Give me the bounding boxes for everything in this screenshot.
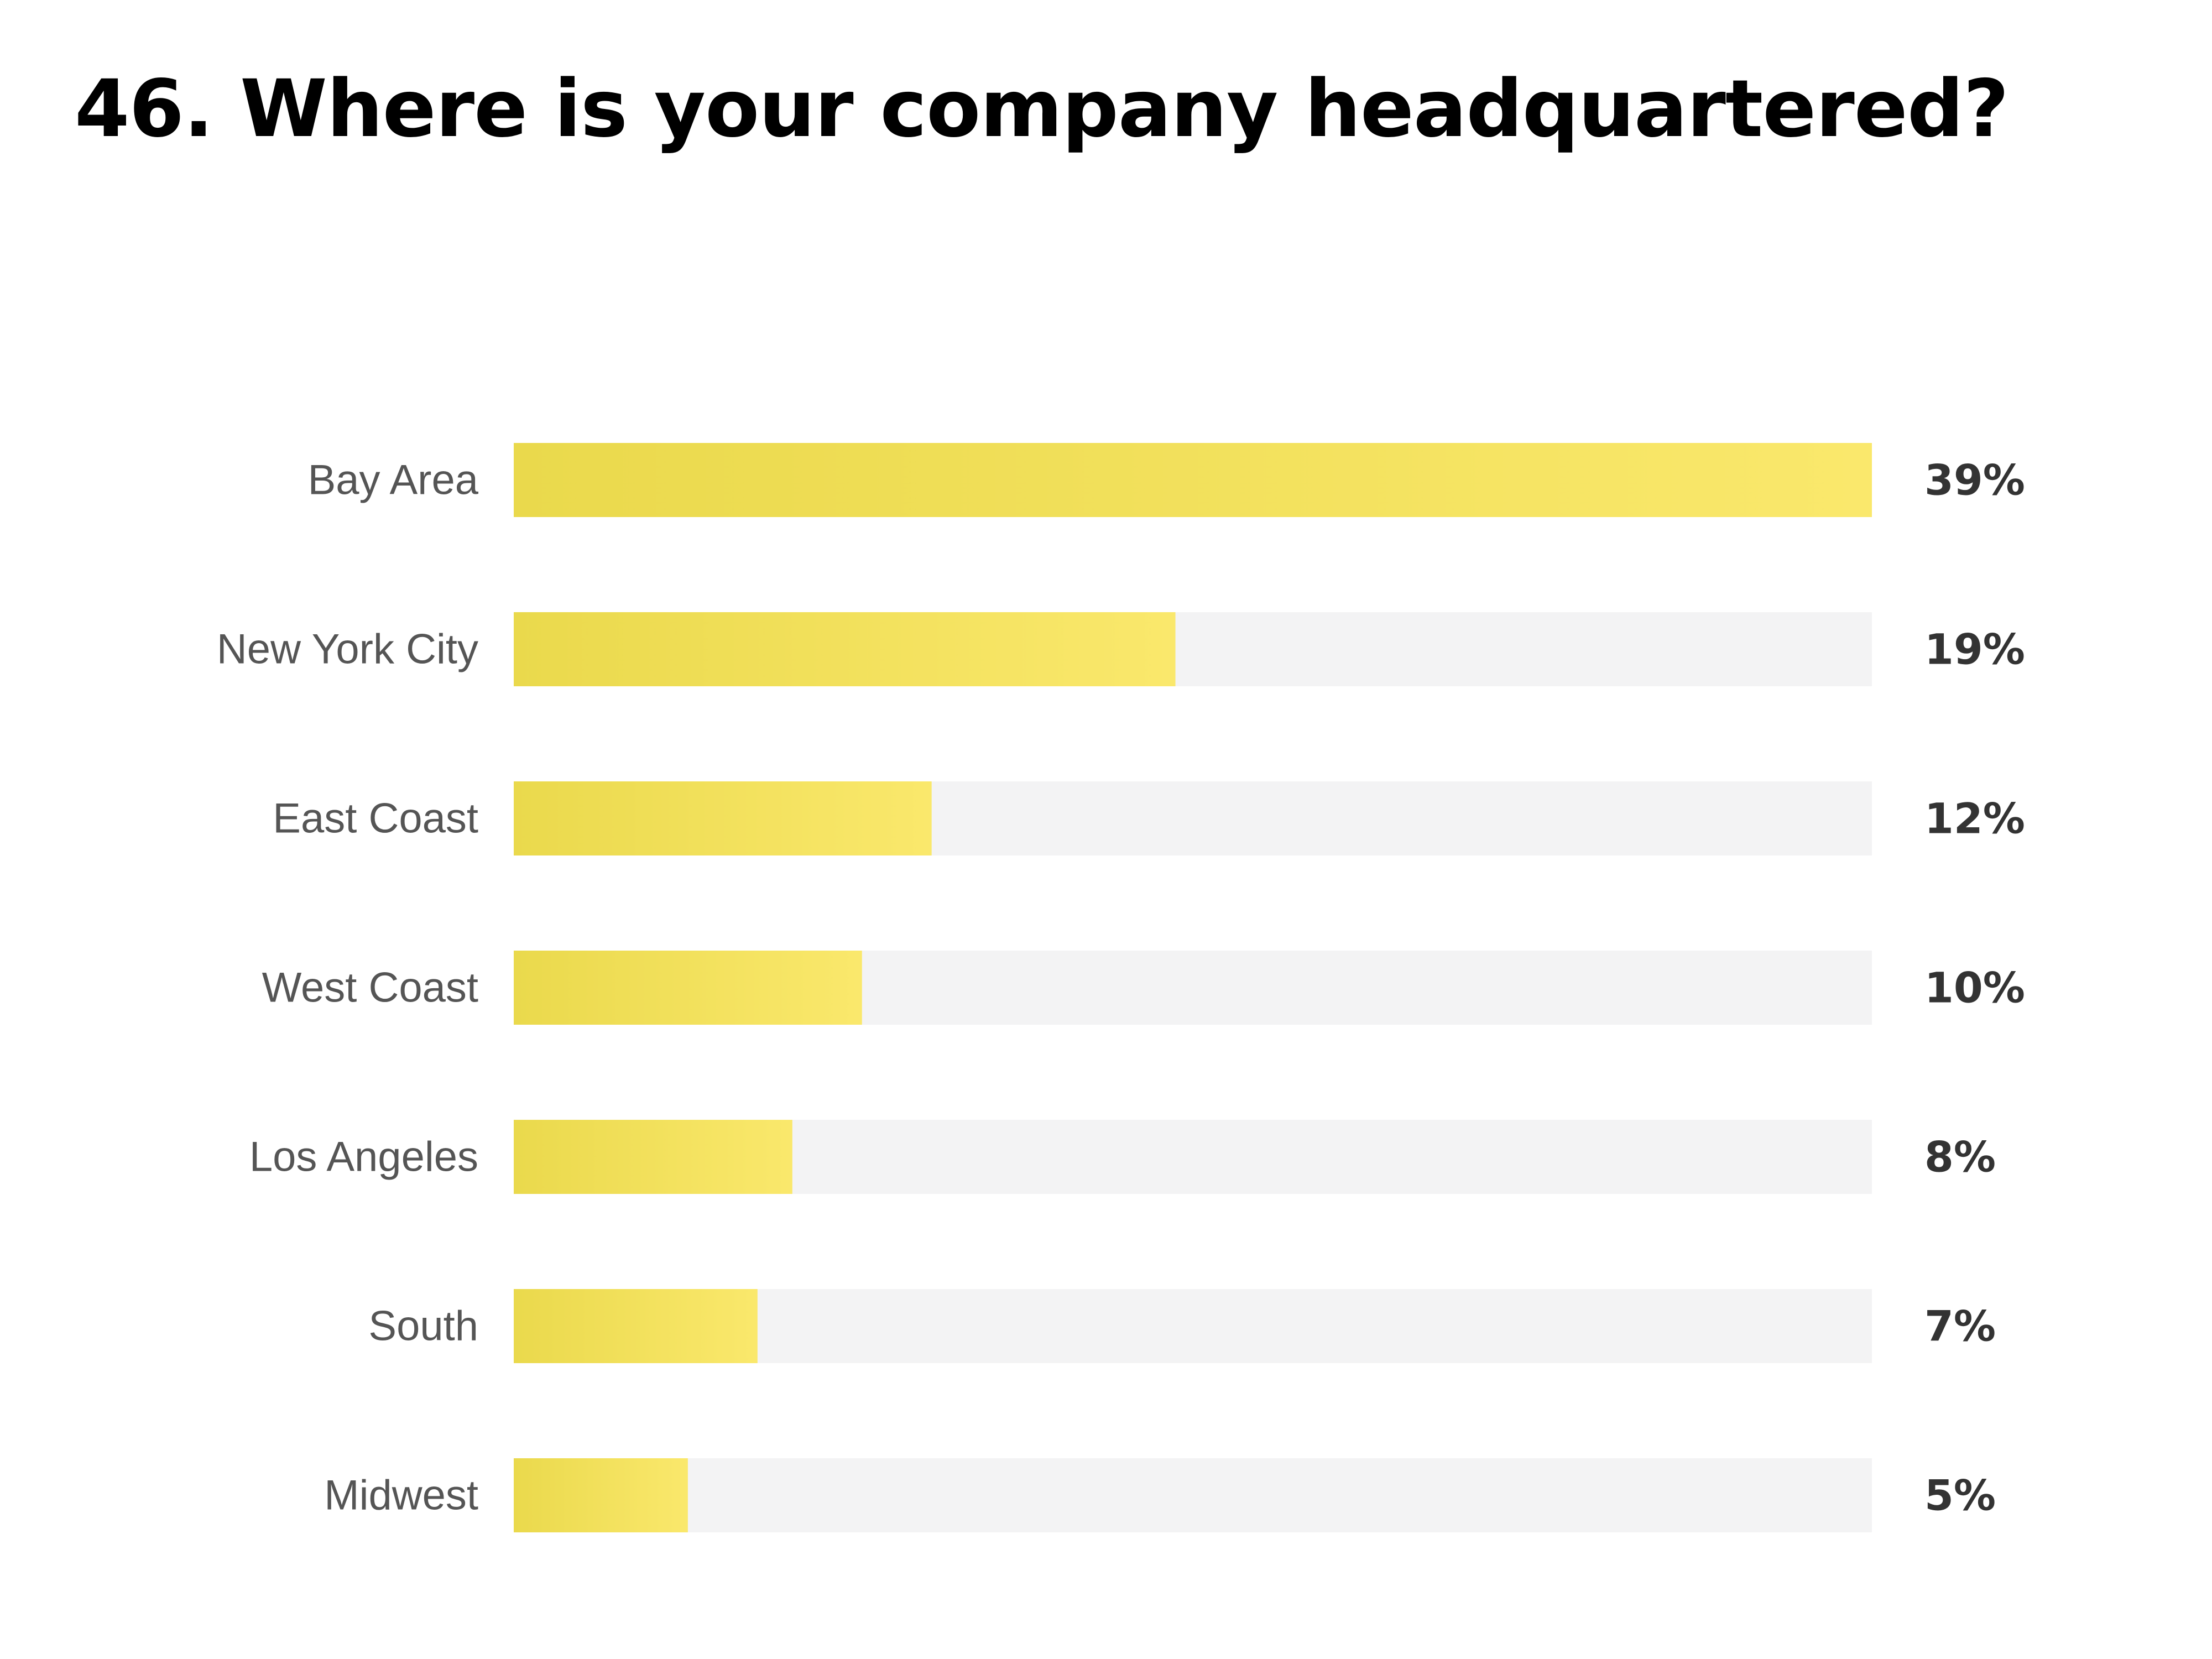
value-label: 12% [1924, 794, 2025, 843]
bar [514, 1289, 758, 1363]
category-label: New York City [217, 626, 478, 673]
bar-row-los-angeles: Los Angeles 8% [249, 1120, 1996, 1194]
value-label: 39% [1924, 456, 2025, 505]
category-label: Bay Area [308, 457, 479, 504]
bar [514, 443, 1872, 517]
value-label: 5% [1924, 1471, 1996, 1520]
bar-row-midwest: Midwest 5% [324, 1458, 1996, 1532]
bar [514, 781, 932, 855]
bar-row-new-york-city: New York City 19% [217, 612, 2025, 686]
bar [514, 1120, 792, 1194]
bar-rows: Bay Area 39% New York City 19% East Coast 12%… [217, 443, 2025, 1532]
bar-row-bay-area: Bay Area 39% [308, 443, 2025, 517]
bar-row-south: South 7% [368, 1289, 1996, 1363]
category-label: East Coast [273, 795, 478, 842]
value-label: 8% [1924, 1133, 1996, 1182]
bar-track [514, 1458, 1872, 1532]
bar [514, 951, 862, 1025]
chart-title: 46. Where is your company headquartered? [75, 62, 2009, 155]
category-label: Los Angeles [249, 1134, 478, 1181]
category-label: West Coast [262, 964, 478, 1011]
bar-row-east-coast: East Coast 12% [273, 781, 2025, 855]
category-label: Midwest [324, 1472, 478, 1519]
value-label: 10% [1924, 963, 2025, 1013]
bar-row-west-coast: West Coast 10% [262, 951, 2025, 1025]
value-label: 19% [1924, 625, 2025, 674]
bar [514, 1458, 688, 1532]
category-label: South [368, 1303, 478, 1350]
value-label: 7% [1924, 1302, 1996, 1351]
bar [514, 612, 1176, 686]
